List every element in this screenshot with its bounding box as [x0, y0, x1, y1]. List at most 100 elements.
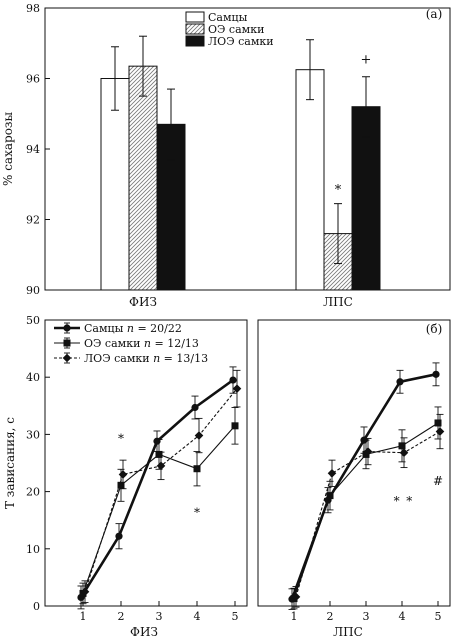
line-y-tick-label: 20 — [26, 486, 40, 499]
data-point — [363, 447, 373, 456]
line-right-frame — [257, 319, 451, 607]
bar-y-tick-label: 90 — [26, 284, 40, 297]
line-y-tick-label: 0 — [33, 600, 40, 613]
data-point — [194, 431, 204, 440]
bar — [351, 106, 381, 291]
data-point — [229, 376, 237, 384]
legend-label: ОЭ самки — [208, 23, 264, 36]
line-x-tick-label: 1 — [291, 610, 298, 623]
legend-label: ОЭ самки n = 12/13 — [84, 337, 199, 350]
series-line — [290, 373, 437, 600]
data-point — [362, 450, 370, 458]
data-point — [62, 353, 72, 363]
data-point — [153, 437, 161, 445]
data-point — [63, 339, 71, 347]
bar-y-tick-label: 94 — [26, 143, 40, 156]
data-point — [326, 492, 334, 500]
legend-series-name: ОЭ самки — [84, 337, 144, 350]
line-annotation: # — [433, 474, 443, 488]
legend-swatch — [185, 23, 205, 35]
line-annotation: * — [394, 494, 400, 508]
line-left-frame — [44, 319, 248, 607]
line-x-tick-label: 3 — [363, 610, 370, 623]
legend-label: ЛОЭ самки — [208, 35, 274, 48]
legend-n-symbol: n — [153, 352, 160, 365]
bar-y-ticks: 90 92 94 96 98 — [26, 2, 50, 297]
bar-annotations: *+ — [335, 52, 372, 197]
bar — [128, 65, 158, 291]
line-x-tick-label: 1 — [80, 610, 87, 623]
line-y-tick-label: 10 — [26, 543, 40, 556]
data-point — [63, 324, 71, 332]
panel-label-a: (а) — [426, 7, 443, 21]
data-point — [191, 403, 199, 412]
data-point — [231, 422, 239, 430]
line-legend: Самцы n = 20/22 ОЭ самки n = 12/13 ЛОЭ сам… — [54, 322, 208, 365]
legend-swatch — [185, 35, 205, 47]
bar-y-axis-label: % сахарозы — [1, 112, 15, 186]
legend-label: Самцы n = 20/22 — [84, 322, 182, 335]
bar-y-tick-label: 96 — [26, 73, 40, 86]
legend-n-symbol: n — [127, 322, 134, 335]
line-annotation: * — [194, 506, 200, 520]
data-point — [399, 448, 409, 458]
data-point — [118, 470, 128, 479]
series-line — [79, 379, 234, 599]
bar — [295, 69, 325, 291]
line-x-tick-label: 2 — [327, 610, 334, 623]
line-annotation: * — [118, 431, 124, 445]
bar-y-tick-label: 98 — [26, 2, 40, 15]
line-x-tick-label: 2 — [118, 610, 125, 623]
line-y-tick-label: 30 — [26, 428, 40, 441]
line-x-tick-label: 4 — [194, 610, 201, 623]
series-line — [84, 388, 238, 592]
data-point — [432, 370, 440, 378]
data-point — [327, 468, 337, 478]
line-x-tick-label: 5 — [435, 610, 442, 623]
line-left-subplot: 1 2 3 4 5 ФИЗ * * — [77, 366, 242, 639]
bar-y-tick-label: 92 — [26, 214, 40, 227]
line-chart-panel: (б) Т зависания, с 0 10 20 30 40 50 1 2 3 4 5 ФИЗ *… — [3, 314, 451, 639]
bar-x-tick-labels: ФИЗ ЛПС — [129, 295, 353, 309]
legend-label: Самцы — [208, 11, 248, 24]
line-x-tick-label: 5 — [232, 610, 239, 623]
line-y-tick-label: 50 — [26, 314, 40, 327]
line-y-axis-label: Т зависания, с — [3, 417, 17, 509]
legend-series-name: Самцы — [84, 322, 127, 335]
line-y-tick-label: 40 — [26, 371, 40, 384]
legend-label: ЛОЭ самки n = 13/13 — [84, 352, 208, 365]
data-point — [396, 378, 404, 386]
legend-n-symbol: n — [144, 337, 151, 350]
line-x-tick-label: 4 — [399, 610, 406, 623]
bar-series — [100, 35, 381, 291]
legend-n-value: = 20/22 — [134, 322, 182, 335]
bar-annotation: + — [361, 52, 372, 67]
legend-n-value: = 12/13 — [151, 337, 199, 350]
line-right-subplot: 1 2 3 4 5 ЛПС * * # — [288, 362, 445, 639]
data-point — [155, 450, 163, 458]
line-y-ticks: 0 10 20 30 40 50 — [26, 314, 50, 613]
bar-x-tick-label: ЛПС — [323, 295, 353, 309]
data-point — [115, 532, 123, 540]
legend-series-name: ЛОЭ самки — [84, 352, 153, 365]
legend-swatch — [185, 11, 205, 23]
legend-n-value: = 13/13 — [160, 352, 208, 365]
bar-annotation: * — [335, 183, 342, 198]
data-point — [434, 419, 442, 427]
data-point — [80, 587, 90, 596]
panel-label-b: (б) — [426, 322, 443, 336]
data-point — [232, 384, 242, 393]
bar-x-tick-label: ФИЗ — [129, 295, 157, 309]
line-annotation: * — [406, 494, 412, 508]
data-point — [193, 465, 201, 473]
data-point — [291, 592, 301, 602]
data-point — [398, 442, 406, 450]
line-x-axis-label: ФИЗ — [130, 625, 158, 639]
data-point — [117, 481, 125, 489]
line-x-axis-label: ЛПС — [333, 625, 363, 639]
line-x-tick-label: 3 — [156, 610, 163, 623]
data-point — [156, 461, 166, 471]
